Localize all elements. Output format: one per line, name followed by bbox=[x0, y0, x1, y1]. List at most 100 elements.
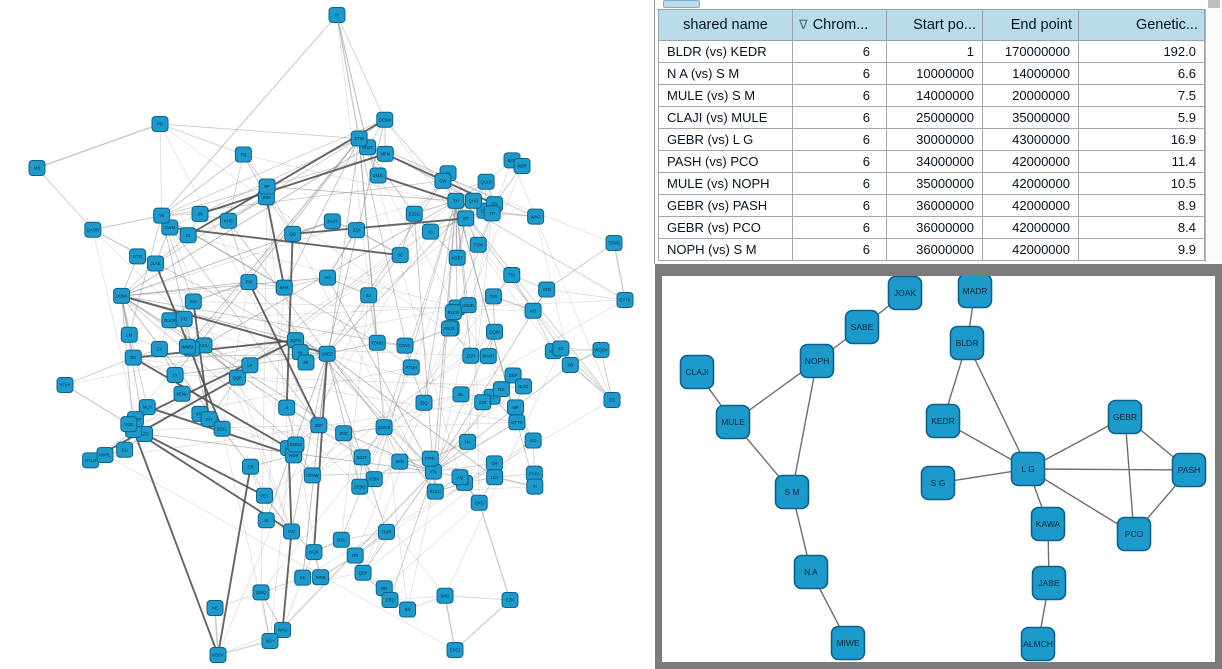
node-shape[interactable] bbox=[275, 279, 293, 296]
table-cell[interactable]: 9.9 bbox=[1078, 238, 1205, 261]
network-edge[interactable] bbox=[444, 595, 511, 601]
network-node[interactable]: BD bbox=[124, 349, 142, 366]
table-cell[interactable]: 6 bbox=[792, 62, 887, 85]
network-node[interactable]: EIQ bbox=[415, 394, 433, 411]
network-node[interactable]: MF bbox=[507, 399, 525, 416]
network-edge[interactable] bbox=[433, 289, 548, 472]
node-shape[interactable] bbox=[310, 417, 328, 434]
node-shape[interactable] bbox=[261, 633, 279, 649]
network-edge[interactable] bbox=[64, 384, 130, 425]
network-node[interactable]: TONO bbox=[368, 334, 386, 351]
network-edge[interactable] bbox=[454, 599, 511, 651]
network-node[interactable]: KE bbox=[206, 600, 224, 616]
network-node[interactable]: QQW bbox=[486, 323, 504, 340]
node-shape[interactable] bbox=[175, 310, 193, 327]
network-edge[interactable] bbox=[300, 210, 486, 353]
network-node[interactable]: ICBX bbox=[365, 471, 383, 488]
network-edge[interactable] bbox=[354, 328, 450, 556]
table-cell[interactable]: 6 bbox=[792, 84, 887, 107]
node-shape[interactable] bbox=[920, 465, 956, 501]
network-node[interactable]: WQGV bbox=[592, 342, 610, 358]
table-cell[interactable]: 6.6 bbox=[1078, 62, 1205, 85]
network-edge[interactable] bbox=[121, 281, 249, 297]
column-header-start-point[interactable]: Start po... bbox=[886, 9, 983, 41]
node-shape[interactable] bbox=[462, 347, 480, 364]
network-node[interactable]: EJ bbox=[360, 287, 378, 304]
table-cell[interactable]: 6 bbox=[792, 150, 887, 173]
node-almch[interactable]: ALMCH bbox=[1020, 626, 1056, 662]
node-shape[interactable] bbox=[284, 225, 302, 242]
network-edge[interactable] bbox=[1027, 468, 1135, 535]
column-header-chromosome[interactable]: ∇ Chrom... bbox=[792, 9, 887, 41]
network-node[interactable]: WAVH bbox=[479, 348, 497, 365]
network-edge[interactable] bbox=[128, 215, 163, 335]
main-network-canvas[interactable]: JNMBTZQIQGZAATBPIODEKMOMJLIQJNMFMNNZTYQE… bbox=[0, 0, 653, 669]
network-node[interactable]: TZWG bbox=[605, 235, 623, 251]
network-edge[interactable] bbox=[291, 353, 328, 532]
network-node[interactable]: IBAG bbox=[515, 378, 533, 395]
node-shape[interactable] bbox=[323, 213, 341, 230]
network-edge[interactable] bbox=[340, 295, 370, 540]
node-shape[interactable] bbox=[151, 116, 169, 132]
network-node[interactable]: SI bbox=[257, 512, 275, 529]
network-node[interactable]: OTLO bbox=[82, 452, 100, 469]
network-edge[interactable] bbox=[221, 282, 250, 429]
network-edge[interactable] bbox=[478, 502, 511, 601]
node-shape[interactable] bbox=[191, 205, 209, 222]
node-shape[interactable] bbox=[56, 377, 74, 393]
node-shape[interactable] bbox=[287, 436, 305, 453]
table-cell[interactable]: 14000000 bbox=[982, 62, 1079, 85]
network-node[interactable]: KB bbox=[561, 356, 579, 373]
network-edge[interactable] bbox=[90, 376, 238, 462]
network-node[interactable]: DTG bbox=[129, 248, 147, 265]
network-edge[interactable] bbox=[362, 440, 534, 574]
network-edge[interactable] bbox=[546, 289, 626, 301]
network-node[interactable]: WFB bbox=[312, 569, 330, 586]
table-cell[interactable]: MULE (vs) NOPH bbox=[658, 172, 793, 195]
network-node[interactable]: WVG bbox=[527, 208, 545, 225]
network-edge[interactable] bbox=[1124, 416, 1135, 535]
table-cell[interactable]: 6 bbox=[792, 238, 887, 261]
node-shape[interactable] bbox=[332, 531, 350, 548]
network-edge[interactable] bbox=[302, 353, 328, 578]
table-cell[interactable]: N A (vs) S M bbox=[658, 62, 793, 85]
network-node[interactable]: RULC bbox=[426, 483, 444, 500]
node-shape[interactable] bbox=[405, 205, 423, 222]
network-edge[interactable] bbox=[326, 180, 444, 354]
node-shape[interactable] bbox=[486, 323, 504, 340]
network-node[interactable]: HA bbox=[459, 433, 477, 450]
network-node[interactable]: EYTK bbox=[616, 292, 634, 308]
network-node[interactable]: LM bbox=[120, 326, 138, 343]
network-node[interactable]: ETW bbox=[350, 130, 368, 147]
network-edge[interactable] bbox=[260, 186, 268, 593]
network-node[interactable]: OSU bbox=[332, 531, 350, 548]
table-cell[interactable]: 36000000 bbox=[886, 216, 983, 239]
table-cell[interactable]: 36000000 bbox=[886, 238, 983, 261]
table-row[interactable]: N A (vs) S M 6 10000000 14000000 6.6 bbox=[658, 62, 1205, 85]
node-pash[interactable]: PASH bbox=[1171, 452, 1207, 488]
network-edge[interactable] bbox=[217, 640, 271, 656]
network-node[interactable]: VTVY bbox=[56, 377, 74, 393]
network-edge[interactable] bbox=[249, 200, 457, 366]
node-bldr[interactable]: BLDR bbox=[949, 325, 985, 361]
network-edge[interactable] bbox=[64, 307, 458, 386]
table-cell[interactable]: 14000000 bbox=[886, 84, 983, 107]
network-edge[interactable] bbox=[336, 14, 386, 120]
network-edge[interactable] bbox=[187, 138, 360, 348]
network-node[interactable]: II bbox=[278, 399, 296, 416]
node-shape[interactable] bbox=[184, 293, 202, 310]
node-shape[interactable] bbox=[305, 544, 323, 561]
table-cell[interactable]: 42000000 bbox=[982, 238, 1079, 261]
node-shape[interactable] bbox=[124, 349, 142, 366]
network-edge[interactable] bbox=[121, 295, 297, 445]
node-shape[interactable] bbox=[503, 266, 521, 283]
node-shape[interactable] bbox=[477, 173, 495, 190]
node-shape[interactable] bbox=[258, 178, 276, 195]
table-cell[interactable]: 192.0 bbox=[1078, 40, 1205, 63]
network-edge[interactable] bbox=[295, 231, 431, 445]
network-node[interactable]: GAOR bbox=[84, 221, 102, 238]
node-shape[interactable] bbox=[513, 158, 531, 174]
node-shape[interactable] bbox=[350, 130, 368, 147]
network-node[interactable]: YI bbox=[526, 478, 544, 495]
network-edge[interactable] bbox=[384, 421, 517, 428]
